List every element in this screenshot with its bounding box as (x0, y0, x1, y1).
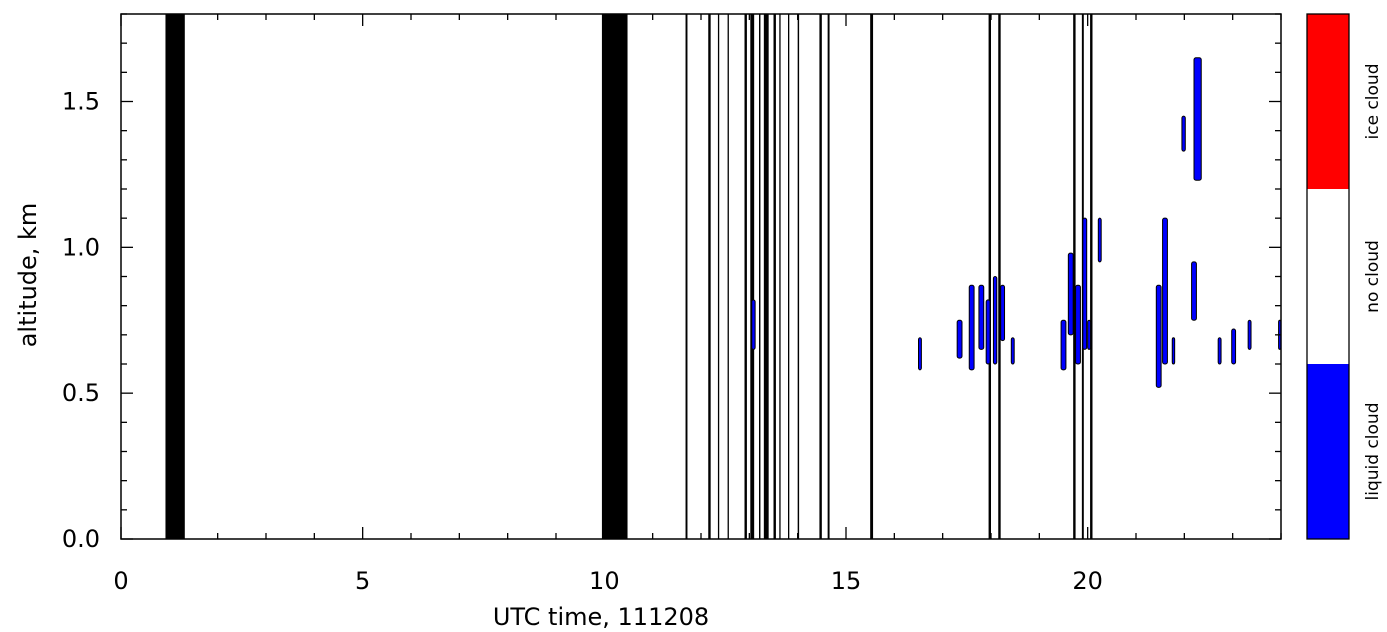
missing-data-bar-1 (601, 14, 628, 539)
missing-data-bar-13 (797, 14, 800, 539)
x-axis-label: UTC time, 111208 (493, 603, 709, 631)
liquid-cloud-patch-1 (918, 337, 922, 371)
colorbar-segment-1 (1307, 189, 1349, 364)
missing-data-bar-3 (708, 14, 711, 539)
y-axis-label: altitude, km (14, 203, 42, 348)
liquid-cloud-patch-21 (1217, 337, 1222, 365)
liquid-cloud-patch-3 (968, 284, 975, 371)
liquid-cloud-patch-10 (1067, 252, 1074, 336)
liquid-cloud-patch-22 (1231, 328, 1237, 365)
liquid-cloud-patch-9 (1060, 319, 1067, 371)
liquid-cloud-patch-4 (978, 284, 985, 350)
liquid-cloud-patch-19 (1191, 261, 1197, 321)
liquid-cloud-patch-5 (985, 299, 991, 365)
liquid-cloud-patch-13 (1087, 319, 1092, 350)
missing-data-bar-19 (1073, 14, 1076, 539)
liquid-cloud-patch-14 (1097, 217, 1102, 263)
missing-data-bar-10 (773, 14, 776, 539)
colorbar-label: liquid cloud (1363, 403, 1383, 501)
missing-data-bar-14 (819, 14, 822, 539)
missing-data-bar-0 (165, 14, 185, 539)
missing-data-bar-6 (744, 14, 747, 539)
colorbar-label: ice cloud (1363, 64, 1383, 140)
missing-data-bar-16 (870, 14, 874, 539)
colorbar-border (1306, 13, 1350, 540)
liquid-cloud-patch-8 (1010, 337, 1015, 365)
x-tick-label: 20 (1072, 567, 1103, 595)
missing-data-bar-17 (988, 14, 991, 539)
liquid-cloud-patch-11 (1075, 284, 1081, 365)
liquid-cloud-patch-23 (1247, 319, 1252, 350)
liquid-cloud-patch-6 (992, 276, 998, 365)
colorbar-segment-0 (1307, 364, 1349, 539)
y-tick-label: 1.0 (62, 233, 100, 261)
x-tick-label: 15 (831, 567, 862, 595)
missing-data-bar-18 (998, 14, 1001, 539)
x-tick-label: 5 (355, 567, 370, 595)
missing-data-bar-11 (779, 14, 781, 539)
liquid-cloud-patch-16 (1162, 217, 1168, 365)
colorbar-segment-2 (1307, 14, 1349, 189)
liquid-cloud-patch-0 (751, 299, 756, 350)
missing-data-bar-7 (750, 14, 755, 539)
liquid-cloud-patch-2 (956, 319, 963, 359)
missing-data-bar-5 (727, 14, 729, 539)
liquid-cloud-patch-15 (1155, 284, 1162, 388)
colorbar: liquid cloud no cloud ice cloud (1306, 13, 1383, 540)
liquid-cloud-patch-12 (1082, 217, 1088, 350)
missing-data-bar-8 (759, 14, 761, 539)
x-axis-ticks: 0 5 10 15 20 (113, 14, 1282, 595)
missing-data-bar-21 (1090, 14, 1093, 539)
colorbar-label: no cloud (1363, 240, 1383, 313)
missing-data-bar-9 (763, 14, 769, 539)
liquid-cloud-patch-7 (1000, 284, 1006, 342)
missing-data-bar-15 (827, 14, 830, 539)
missing-data-bar-2 (685, 14, 688, 539)
y-tick-label: 1.5 (62, 88, 100, 116)
y-tick-label: 0.0 (62, 525, 100, 553)
missing-data-bar-4 (717, 14, 720, 539)
y-tick-label: 0.5 (62, 379, 100, 407)
liquid-cloud-patch-17 (1171, 337, 1176, 365)
y-axis-ticks: 0.0 0.5 1.0 1.5 (62, 13, 1281, 553)
x-tick-label: 0 (113, 567, 128, 595)
plot-content (165, 14, 1282, 539)
plot-border (120, 13, 1282, 540)
plot-frame (120, 13, 1282, 540)
liquid-cloud-patch-20 (1193, 57, 1202, 181)
liquid-cloud-patch-18 (1181, 115, 1186, 152)
x-tick-label: 10 (589, 567, 620, 595)
missing-data-bar-12 (788, 14, 790, 539)
